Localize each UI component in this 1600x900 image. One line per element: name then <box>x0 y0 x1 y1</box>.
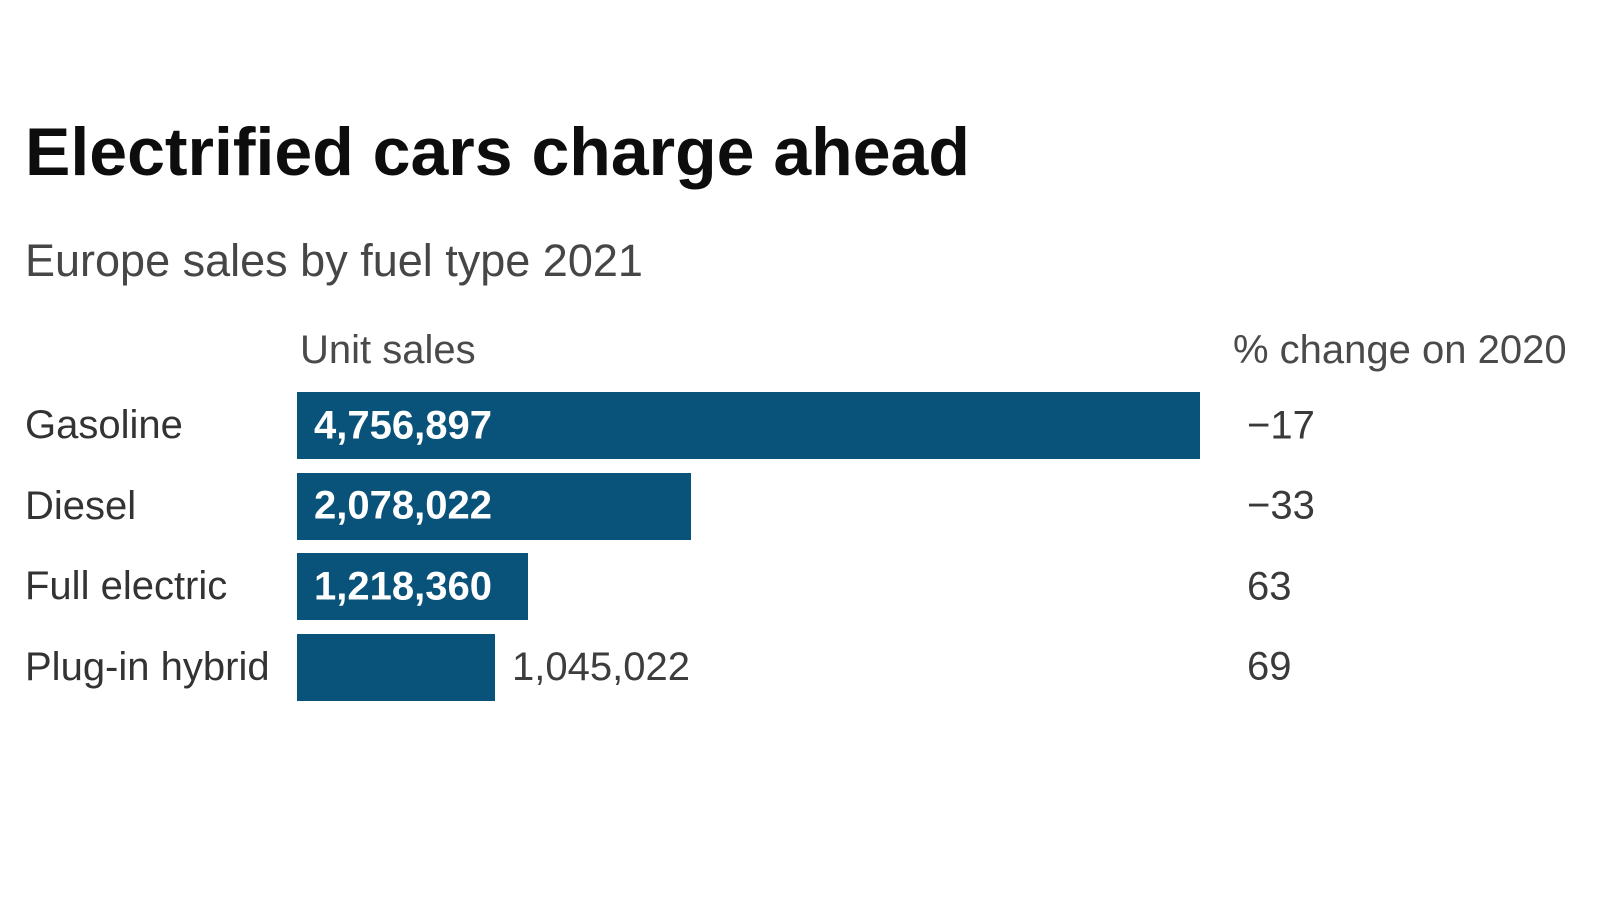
bar-value-label: 1,218,360 <box>314 564 492 608</box>
category-label: Diesel <box>25 483 137 528</box>
bar-area: 1,218,360 <box>297 553 528 620</box>
bar-value-label: 2,078,022 <box>314 483 492 528</box>
bar: 4,756,897 <box>297 392 1200 459</box>
category-label: Plug-in hybrid <box>25 644 270 689</box>
bar <box>297 633 495 701</box>
chart-row: Diesel 2,078,022 −33 <box>25 472 1600 540</box>
bar-area: 4,756,897 <box>297 392 1200 459</box>
bar-chart: Gasoline 4,756,897 −17 Diesel 2,078,022 … <box>25 392 1600 701</box>
change-value: −33 <box>1247 483 1315 528</box>
bar-value-label: 1,045,022 <box>512 644 690 689</box>
bar-value-label: 4,756,897 <box>314 403 492 447</box>
chart-title: Electrified cars charge ahead <box>25 114 970 190</box>
bar: 2,078,022 <box>297 472 691 540</box>
category-label: Full electric <box>25 564 228 608</box>
change-value: −17 <box>1247 403 1315 447</box>
chart-row: Plug-in hybrid 1,045,022 69 <box>25 633 1600 701</box>
change-value: 63 <box>1247 564 1292 608</box>
chart-subtitle: Europe sales by fuel type 2021 <box>25 235 643 286</box>
chart-row: Full electric 1,218,360 63 <box>25 553 1600 620</box>
bar-area: 1,045,022 <box>297 633 690 701</box>
category-label: Gasoline <box>25 403 183 447</box>
change-column-header: % change on 2020 <box>1233 328 1567 372</box>
chart-row: Gasoline 4,756,897 −17 <box>25 392 1600 459</box>
unit-sales-column-header: Unit sales <box>300 328 476 372</box>
change-value: 69 <box>1247 644 1292 689</box>
bar-area: 2,078,022 <box>297 472 691 540</box>
bar: 1,218,360 <box>297 553 528 620</box>
